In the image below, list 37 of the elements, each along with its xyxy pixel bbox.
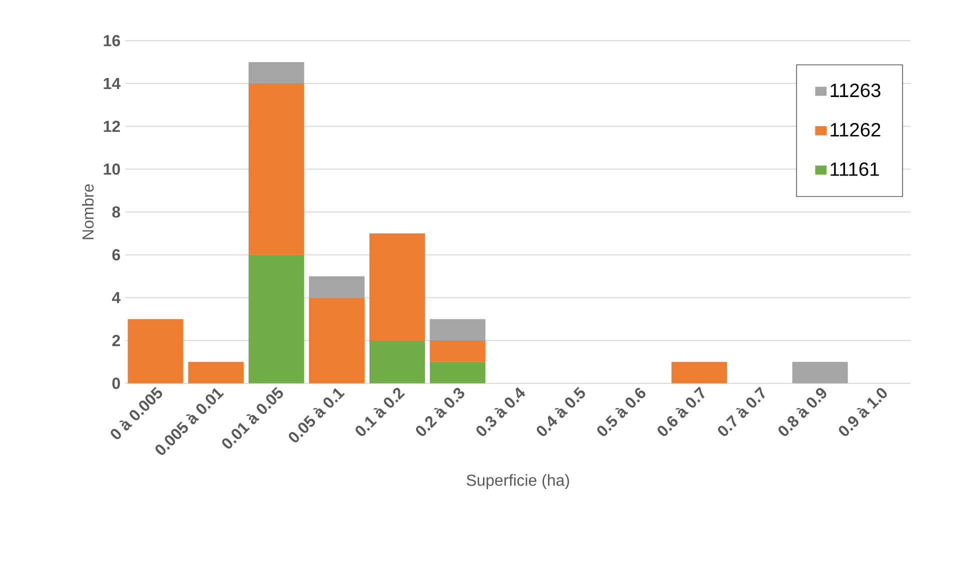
bar (308, 276, 365, 298)
x-tick-label: 0.7 à 0.7 (718, 386, 765, 436)
x-tick-label: 0.3 à 0.4 (476, 387, 526, 436)
bar (248, 62, 304, 84)
bar (369, 340, 425, 384)
y-tick-label: 4 (112, 292, 121, 304)
bar (671, 362, 728, 384)
bar (430, 319, 486, 340)
x-tick-label: 0.5 à 0.6 (597, 388, 646, 436)
bar (248, 83, 304, 255)
legend-label: 11263 (830, 84, 880, 98)
x-axis-title: Superficie (ha) (466, 474, 569, 490)
bar (128, 319, 184, 384)
x-tick-label: 0.6 à 0.7 (658, 386, 704, 436)
x-tick-label: 0.2 à 0.3 (416, 388, 464, 436)
legend-label: 11161 (830, 162, 879, 176)
x-tick-label: 0.4 à 0.5 (536, 386, 585, 436)
y-tick-label: 6 (112, 249, 120, 260)
y-tick-label: 16 (104, 35, 120, 46)
y-tick-label: 8 (112, 206, 120, 218)
bar (308, 298, 365, 384)
bar (430, 362, 486, 384)
bar (248, 254, 304, 384)
y-tick-label: 14 (104, 78, 121, 89)
x-tick-label: 0.8 à 0.9 (778, 388, 826, 436)
bar (430, 340, 486, 362)
bar (369, 233, 425, 340)
bar (792, 362, 848, 384)
x-tick-label: 0.9 à 1.0 (838, 388, 887, 436)
y-axis-title: Nombre (82, 184, 94, 240)
y-tick-label: 0 (112, 378, 120, 389)
legend-label: 11262 (830, 122, 880, 137)
y-tick-label: 2 (112, 334, 120, 346)
x-tick-label: 0.1 à 0.2 (356, 388, 406, 436)
y-tick-label: 12 (104, 120, 120, 132)
y-tick-label: 10 (104, 163, 120, 175)
bar (188, 362, 244, 384)
